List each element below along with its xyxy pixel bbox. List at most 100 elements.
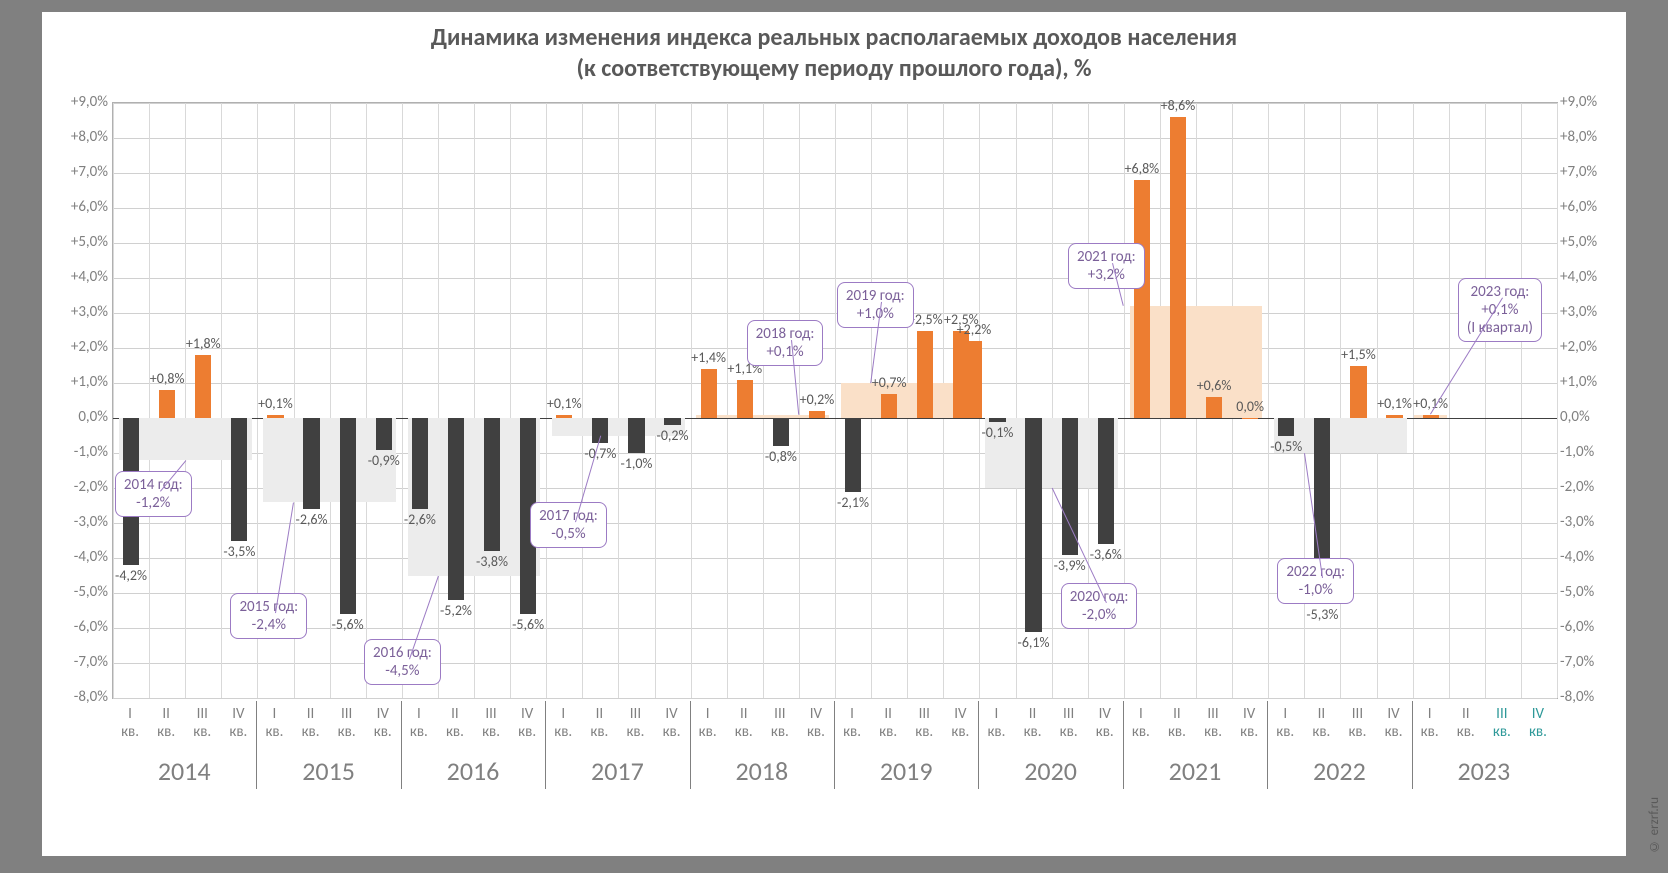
ytick-left: 0,0% xyxy=(48,408,108,426)
page-outer: Динамика изменения индекса реальных расп… xyxy=(0,0,1668,873)
xlabel-quarter: Iкв. xyxy=(1132,705,1150,741)
bar-value-label: -1,0% xyxy=(620,455,652,472)
ytick-right: -6,0% xyxy=(1560,618,1620,636)
ytick-left: -3,0% xyxy=(48,513,108,531)
year-callout: 2014 год:-1,2% xyxy=(115,471,192,517)
bar-value-label: 0,0% xyxy=(1236,398,1264,415)
xlabel-quarter: IIкв. xyxy=(1457,705,1475,741)
xlabel-quarter: Iкв. xyxy=(1421,705,1439,741)
xlabel-year: 2019 xyxy=(880,755,933,787)
quarter-bar xyxy=(737,380,753,419)
year-callout: 2016 год:-4,5% xyxy=(364,639,441,685)
quarter-bar xyxy=(1062,418,1078,555)
quarter-bar xyxy=(448,418,464,600)
year-callout: 2015 год:-2,4% xyxy=(230,593,307,639)
xlabel-quarter: IIкв. xyxy=(302,705,320,741)
bar-value-label: +0,6% xyxy=(1197,377,1232,394)
bar-value-label: -3,5% xyxy=(223,543,255,560)
year-separator xyxy=(1267,701,1268,789)
xlabel-quarter: Iкв. xyxy=(843,705,861,741)
bar-value-label: +0,1% xyxy=(1377,395,1412,412)
xlabel-quarter: IVкв. xyxy=(1385,705,1403,741)
xlabel-quarter: IIкв. xyxy=(590,705,608,741)
quarter-bar xyxy=(1278,418,1294,436)
bar-value-label: +1,8% xyxy=(186,335,221,352)
xlabel-quarter: IIIкв. xyxy=(1204,705,1222,741)
quarter-bar xyxy=(701,369,717,418)
gridline-v xyxy=(727,103,728,698)
xlabel-year: 2023 xyxy=(1457,755,1510,787)
quarter-bar xyxy=(1098,418,1114,544)
year-callout: 2022 год:-1,0% xyxy=(1277,558,1354,604)
ytick-right: +2,0% xyxy=(1560,338,1620,356)
gridline-v xyxy=(221,103,222,698)
quarter-bar xyxy=(966,341,982,418)
gridline-v xyxy=(113,103,114,698)
ytick-left: +3,0% xyxy=(48,303,108,321)
ytick-left: -7,0% xyxy=(48,653,108,671)
year-separator xyxy=(834,701,835,789)
ytick-right: -2,0% xyxy=(1560,478,1620,496)
year-callout: 2023 год:+0,1%(I квартал) xyxy=(1458,278,1542,342)
quarter-bar xyxy=(1423,415,1439,419)
gridline-v xyxy=(691,103,692,698)
xlabel-quarter: IIIкв. xyxy=(193,705,211,741)
year-separator xyxy=(690,701,691,789)
chart-title: Динамика изменения индекса реальных расп… xyxy=(42,12,1626,84)
quarter-bar xyxy=(376,418,392,450)
xlabel-quarter: Iкв. xyxy=(265,705,283,741)
xlabel-year: 2020 xyxy=(1024,755,1077,787)
ytick-right: +5,0% xyxy=(1560,233,1620,251)
xlabel-quarter: IIкв. xyxy=(157,705,175,741)
xlabel-quarter: IVкв. xyxy=(518,705,536,741)
quarter-bar xyxy=(1386,415,1402,419)
gridline-v xyxy=(185,103,186,698)
gridline-v xyxy=(1016,103,1017,698)
xlabel-quarter: IIIкв. xyxy=(915,705,933,741)
ytick-left: -2,0% xyxy=(48,478,108,496)
xlabel-quarter: Iкв. xyxy=(1276,705,1294,741)
bar-value-label: +1,5% xyxy=(1341,346,1376,363)
xlabel-year: 2016 xyxy=(447,755,500,787)
ytick-left: +7,0% xyxy=(48,163,108,181)
ytick-left: -5,0% xyxy=(48,583,108,601)
gridline-v xyxy=(1485,103,1486,698)
xlabel-quarter: IIкв. xyxy=(446,705,464,741)
xlabel-quarter: IVкв. xyxy=(951,705,969,741)
gridline-v xyxy=(1304,103,1305,698)
chart-panel: Динамика изменения индекса реальных расп… xyxy=(42,12,1626,856)
ytick-right: 0,0% xyxy=(1560,408,1620,426)
ytick-right: -4,0% xyxy=(1560,548,1620,566)
xlabel-quarter: IIкв. xyxy=(879,705,897,741)
quarter-bar xyxy=(989,418,1005,422)
gridline-v xyxy=(618,103,619,698)
bar-value-label: +0,1% xyxy=(1413,395,1448,412)
quarter-bar xyxy=(1350,366,1366,419)
ytick-left: -6,0% xyxy=(48,618,108,636)
bar-value-label: +0,2% xyxy=(800,391,835,408)
gridline-h xyxy=(113,698,1557,699)
ytick-right: +7,0% xyxy=(1560,163,1620,181)
quarter-bar xyxy=(231,418,247,541)
xlabel-quarter: IVкв. xyxy=(1529,705,1547,741)
ytick-left: -8,0% xyxy=(48,688,108,706)
gridline-v xyxy=(510,103,511,698)
bar-value-label: +1,4% xyxy=(691,349,726,366)
bar-value-label: -0,2% xyxy=(657,427,689,444)
bar-value-label: -4,2% xyxy=(115,567,147,584)
xlabel-quarter: IVкв. xyxy=(1096,705,1114,741)
quarter-bar xyxy=(340,418,356,614)
gridline-v xyxy=(366,103,367,698)
bar-value-label: -5,3% xyxy=(1306,606,1338,623)
quarter-bar xyxy=(628,418,644,453)
ytick-left: +6,0% xyxy=(48,198,108,216)
ytick-right: -8,0% xyxy=(1560,688,1620,706)
quarter-bar xyxy=(412,418,428,509)
gridline-v xyxy=(402,103,403,698)
bar-value-label: +0,8% xyxy=(150,370,185,387)
xlabel-year: 2015 xyxy=(302,755,355,787)
quarter-bar xyxy=(1206,397,1222,418)
quarter-bar xyxy=(809,411,825,418)
xlabel-quarter: IVкв. xyxy=(229,705,247,741)
ytick-right: +8,0% xyxy=(1560,128,1620,146)
